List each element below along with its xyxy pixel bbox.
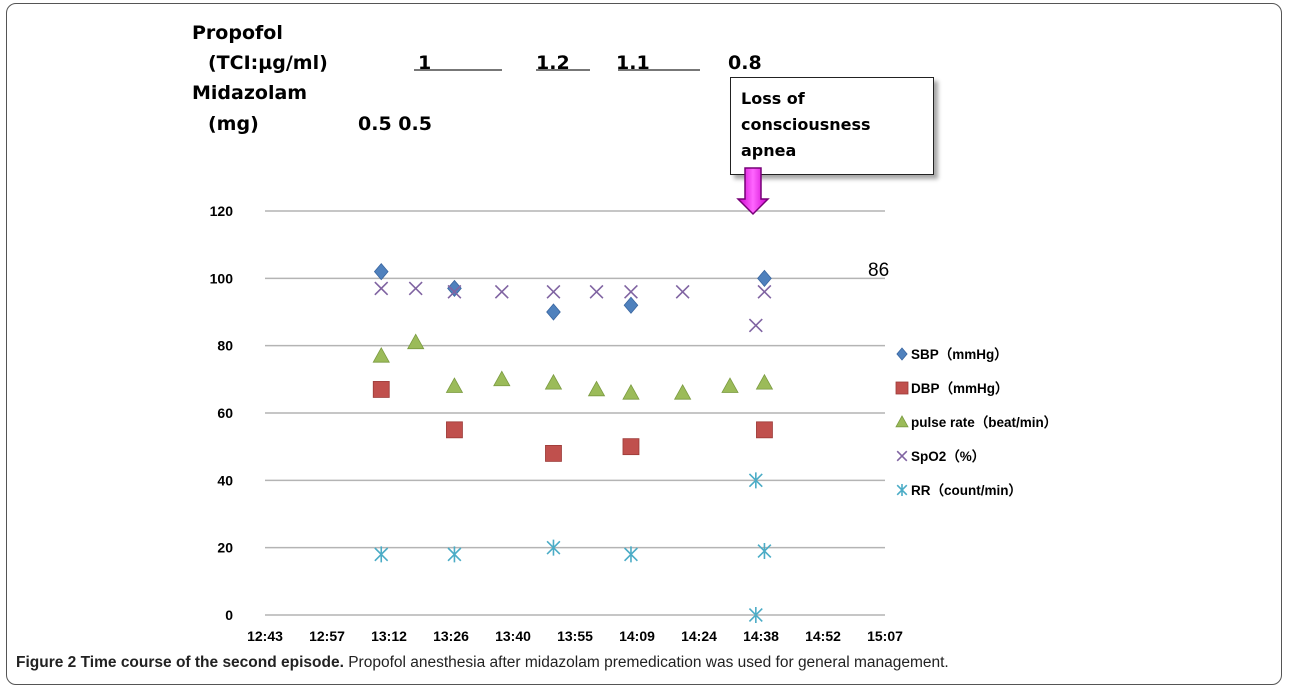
y-tick-120: 120 [210, 203, 234, 219]
midazolam-unit-label: (mg) [208, 113, 259, 135]
propofol-infusion-line-2 [536, 69, 590, 71]
caption-label: Figure 2 [16, 654, 77, 671]
x-tick-14:09: 14:09 [619, 628, 655, 644]
point-square-1 [446, 421, 463, 439]
propofol-unit-label: (TCI:µg/ml) [208, 52, 328, 74]
point-triangle-8 [721, 377, 739, 393]
series-3 [374, 281, 772, 333]
point-x-3 [494, 284, 509, 299]
series-2 [372, 333, 774, 400]
x-tick-13:12: 13:12 [371, 628, 407, 644]
point-diamond-1 [447, 279, 462, 298]
y-tick-40: 40 [217, 472, 233, 488]
point-triangle-2 [445, 377, 464, 393]
point-x-4 [546, 284, 561, 299]
x-tick-14:38: 14:38 [743, 628, 779, 644]
point-x-8 [748, 318, 763, 333]
point-triangle-9 [755, 373, 774, 390]
point-star-3 [624, 546, 638, 563]
point-x-9 [757, 284, 772, 299]
point-triangle-5 [587, 380, 606, 397]
point-x-2 [447, 284, 462, 299]
annotation-arrow [736, 167, 770, 216]
point-diamond-0 [373, 262, 389, 281]
down-arrow-icon [736, 167, 770, 216]
point-star-6 [757, 543, 772, 560]
x-tick-15:07: 15:07 [867, 628, 903, 644]
legend-marker-2 [895, 415, 909, 428]
y-tick-20: 20 [217, 540, 233, 556]
midazolam-label: Midazolam [192, 82, 308, 104]
propofol-infusion-line-3 [618, 69, 700, 71]
point-star-4 [748, 472, 763, 489]
figure-caption: Figure 2 Time course of the second episo… [16, 654, 949, 672]
series-0 [373, 262, 772, 321]
spo2-86-callout: 86 [868, 260, 889, 281]
y-tick-80: 80 [217, 338, 233, 354]
point-diamond-4 [757, 269, 772, 287]
point-star-5 [748, 607, 763, 623]
grid-lines [265, 210, 885, 616]
x-tick-labels: 12:43 12:57 13:12 13:26 13:40 13:55 14:09 14:24… [247, 628, 903, 644]
legend: SBP（mmHg） DBP（mmHg） pulse rate（beat/min） Sp… [895, 347, 1057, 498]
series-1 [372, 381, 773, 462]
caption-title: Time course of the second episode. [80, 654, 344, 671]
point-x-7 [675, 284, 690, 299]
legend-label-4: RR（count/min） [911, 483, 1022, 498]
point-square-3 [622, 438, 640, 456]
propofol-dose-2: 1.2 [536, 52, 570, 74]
point-triangle-0 [372, 346, 390, 363]
propofol-infusion-line-1 [414, 69, 502, 71]
y-tick-60: 60 [217, 405, 233, 421]
point-star-0 [374, 546, 389, 563]
x-tick-13:26: 13:26 [433, 628, 469, 644]
legend-label-3: SpO2（%） [911, 449, 985, 464]
point-square-4 [756, 421, 773, 439]
legend-marker-0 [896, 347, 908, 361]
legend-marker-3 [896, 450, 908, 462]
legend-label-1: DBP（mmHg） [911, 381, 1009, 396]
x-tick-12:43: 12:43 [247, 628, 283, 644]
y-tick-0: 0 [225, 607, 233, 623]
caption-text: Propofol anesthesia after midazolam prem… [348, 654, 949, 671]
point-triangle-3 [493, 370, 511, 387]
point-square-0 [372, 381, 390, 398]
x-tick-14:24: 14:24 [681, 628, 717, 644]
point-x-5 [589, 284, 604, 299]
midazolam-doses: 0.5 0.5 [358, 113, 432, 135]
propofol-dose-1: 1 [418, 52, 432, 74]
point-x-0 [374, 281, 389, 296]
propofol-dose-4: 0.8 [728, 52, 762, 74]
x-tick-14:52: 14:52 [805, 628, 841, 644]
legend-label-0: SBP（mmHg） [911, 347, 1008, 362]
point-triangle-4 [544, 373, 563, 390]
point-x-6 [624, 284, 638, 299]
point-triangle-7 [673, 383, 692, 400]
point-diamond-2 [546, 303, 561, 321]
x-tick-12:57: 12:57 [309, 628, 345, 644]
point-square-2 [545, 444, 562, 462]
x-tick-13:40: 13:40 [495, 628, 531, 644]
point-diamond-3 [623, 296, 639, 314]
legend-marker-1 [895, 381, 909, 395]
data-points [372, 262, 774, 623]
y-tick-100: 100 [210, 270, 234, 286]
legend-label-2: pulse rate（beat/min） [911, 415, 1057, 430]
loss-of-consciousness-annotation: Loss of consciousness apnea [730, 77, 934, 175]
point-triangle-6 [622, 383, 640, 400]
x-tick-13:55: 13:55 [557, 628, 593, 644]
y-tick-labels: 0 20 40 60 80 100 120 [210, 203, 234, 623]
figure-frame [6, 3, 1282, 685]
legend-marker-4 [896, 484, 908, 496]
point-triangle-1 [407, 333, 425, 350]
point-x-1 [408, 281, 423, 296]
point-star-1 [447, 546, 462, 563]
propofol-dose-3: 1.1 [616, 52, 650, 74]
propofol-label: Propofol [192, 22, 283, 44]
series-4 [374, 472, 772, 623]
point-star-2 [546, 539, 561, 556]
